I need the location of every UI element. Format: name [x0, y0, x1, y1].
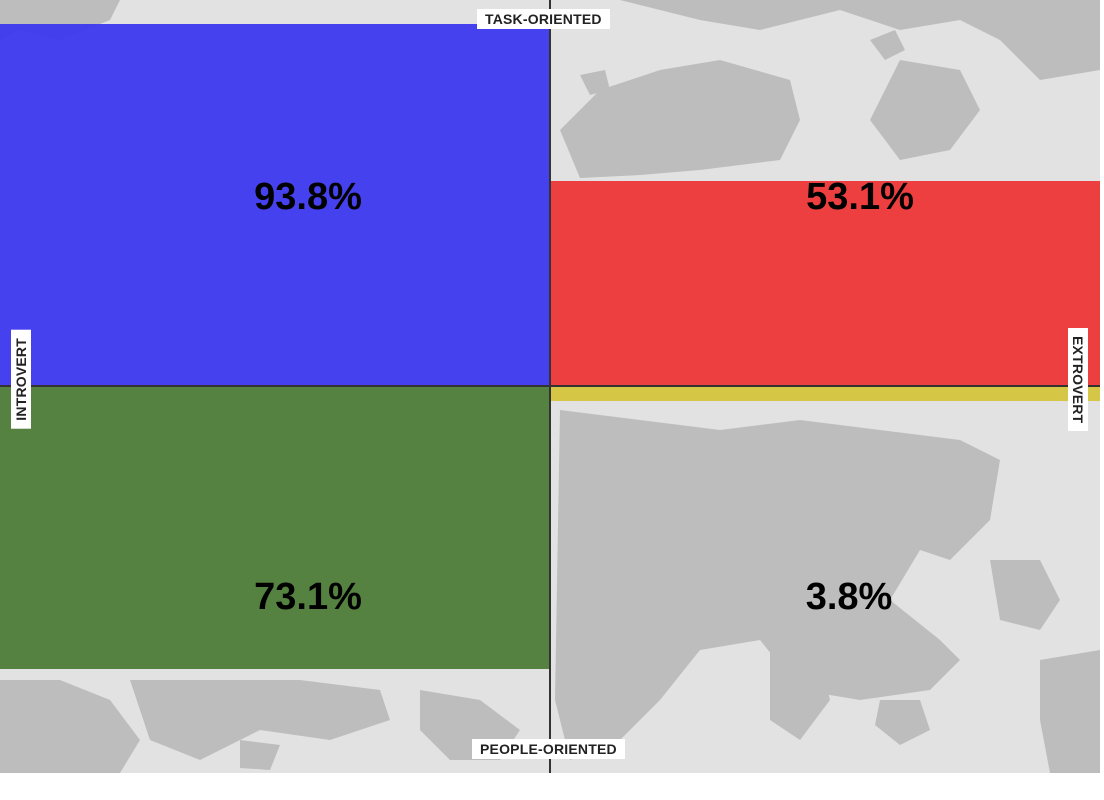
quadrant-fill-bottom-left: [0, 386, 550, 669]
quadrant-value-top-left: 93.8%: [254, 176, 362, 218]
quadrant-fill-top-right: [550, 181, 1100, 386]
quadrant-chart: 93.8% 53.1% 73.1% 3.8% TASK-ORIENTED PEO…: [0, 0, 1100, 773]
horizontal-axis: [0, 385, 1100, 387]
axis-label-right: EXTROVERT: [1068, 328, 1088, 432]
quadrant-value-bottom-right: 3.8%: [805, 576, 893, 618]
quadrant-fill-bottom-right: [550, 386, 1100, 401]
quadrant-value-bottom-left: 73.1%: [254, 576, 362, 618]
quadrant-fill-top-left: [0, 24, 550, 386]
quadrant-value-top-right: 53.1%: [806, 176, 914, 218]
axis-label-bottom: PEOPLE-ORIENTED: [472, 739, 625, 759]
axis-label-top: TASK-ORIENTED: [477, 9, 610, 29]
axis-label-left: INTROVERT: [11, 330, 31, 429]
